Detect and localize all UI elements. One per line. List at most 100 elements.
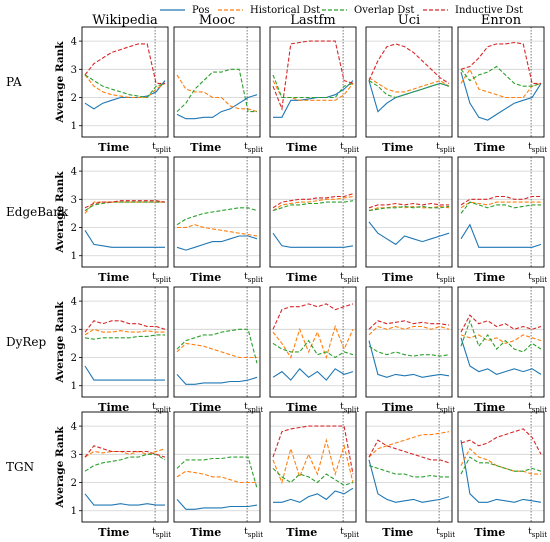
series-line-overlap-dst [272, 339, 354, 359]
series-line-historical-dst [368, 205, 450, 212]
series-line-inductive-dst [368, 43, 450, 84]
series-line-inductive-dst [84, 445, 166, 458]
y-tick-label: 3 [71, 450, 77, 461]
split-subscript: split [440, 146, 456, 154]
split-label: tsplit [528, 527, 547, 539]
series-line-overlap-dst [272, 200, 354, 212]
series-line-pos [84, 80, 166, 110]
series-line-overlap-dst [368, 80, 450, 99]
split-label: tsplit [340, 272, 359, 284]
series-line-pos [272, 367, 354, 381]
series-line-overlap-dst [176, 68, 257, 113]
panel-tgn-mooc: Time tsplit [173, 411, 263, 539]
series-line-overlap-dst [272, 74, 354, 99]
row-label: DyRep [6, 335, 47, 349]
series-line-inductive-dst [460, 314, 542, 333]
series-line-overlap-dst [368, 465, 449, 478]
x-axis-label: Time [190, 141, 221, 154]
split-label: tsplit [244, 527, 263, 539]
series-line-pos [273, 487, 354, 503]
series-line-inductive-dst [84, 320, 166, 333]
series-line-historical-dst [84, 201, 165, 214]
series-line-overlap-dst [176, 456, 258, 489]
series-line-pos [272, 232, 354, 248]
series-line-inductive-dst [84, 43, 165, 84]
split-subscript: split [532, 276, 548, 284]
series-line-pos [84, 493, 165, 506]
series-line-historical-dst [460, 447, 541, 475]
series-line-historical-dst [84, 74, 166, 99]
split-subscript: split [532, 146, 548, 154]
x-axis-label: Time [382, 141, 413, 154]
series-line-overlap-dst [84, 74, 166, 99]
y-tick-label: 4 [71, 422, 77, 433]
split-subscript: split [248, 406, 264, 414]
x-axis-label: Time [286, 401, 317, 414]
series-line-inductive-dst [272, 193, 354, 209]
panel-tgn-enron: Time tsplit [457, 411, 547, 539]
split-label: tsplit [152, 272, 171, 284]
x-axis-label: Time [382, 271, 413, 284]
split-subscript: split [532, 406, 548, 414]
x-axis-label: Time [474, 271, 505, 284]
series-line-inductive-dst [460, 195, 541, 206]
panel-frame [173, 156, 261, 268]
series-line-pos [460, 71, 542, 121]
series-line-overlap-dst [176, 207, 258, 226]
y-tick-label: 1 [71, 121, 77, 132]
series-line-pos [176, 94, 258, 120]
split-subscript: split [532, 531, 548, 539]
series-line-inductive-dst [272, 40, 354, 111]
series-line-pos [176, 499, 258, 510]
y-tick-label: 1 [71, 251, 77, 262]
legend: Pos Historical Dst Overlap Dst Inductive Ds… [160, 5, 523, 16]
split-label: tsplit [244, 272, 263, 284]
split-label: tsplit [340, 527, 359, 539]
series-line-overlap-dst [84, 453, 166, 472]
split-subscript: split [440, 531, 456, 539]
split-label: tsplit [340, 142, 359, 154]
series-line-historical-dst [176, 342, 257, 359]
legend-label: Overlap Dst [354, 5, 414, 16]
y-tick-label: 3 [71, 65, 77, 76]
series-line-pos [460, 337, 542, 376]
series-line-pos [368, 340, 450, 378]
series-line-inductive-dst [368, 202, 449, 209]
column-title: Wikipedia [92, 13, 158, 28]
split-subscript: split [248, 531, 264, 539]
series-line-overlap-dst [368, 205, 450, 212]
panel-pa-wikipedia: 1 2 3 4 Time tsplit [71, 26, 171, 154]
series-line-overlap-dst [460, 65, 542, 87]
series-line-pos [176, 374, 258, 385]
panel-pa-uci: Time tsplit [365, 26, 456, 154]
series-line-historical-dst [368, 431, 450, 458]
panel-frame [457, 411, 545, 523]
panel-frame [173, 26, 261, 138]
panel-edgebank-wikipedia: 1 2 3 4 Time tsplit [71, 156, 171, 284]
x-axis-label: Time [286, 271, 317, 284]
series-line-overlap-dst [272, 468, 354, 486]
y-tick-label: 4 [71, 37, 77, 48]
panel-dyrep-uci: Time tsplit [365, 286, 455, 414]
series-line-historical-dst [460, 334, 542, 345]
series-line-inductive-dst [272, 303, 354, 330]
series-line-pos [84, 230, 165, 248]
series-line-historical-dst [84, 328, 165, 336]
series-line-pos [368, 459, 450, 503]
split-subscript: split [344, 406, 360, 414]
y-axis-label: Average Rank [54, 301, 66, 384]
x-axis-label: Time [190, 401, 221, 414]
x-axis-label: Time [474, 526, 505, 539]
x-axis-label: Time [474, 401, 505, 414]
panel-frame [81, 156, 169, 268]
series-line-historical-dst [176, 74, 258, 113]
row-label: EdgeBank [6, 205, 69, 219]
series-line-pos [273, 80, 354, 118]
y-tick-label: 2 [71, 478, 77, 489]
split-label: tsplit [152, 142, 171, 154]
panel-frame [269, 156, 357, 268]
panel-edgebank-uci: Time tsplit [365, 156, 455, 284]
row-labels: PA EdgeBank DyRep TGN [6, 75, 69, 474]
panel-frame [365, 156, 453, 268]
